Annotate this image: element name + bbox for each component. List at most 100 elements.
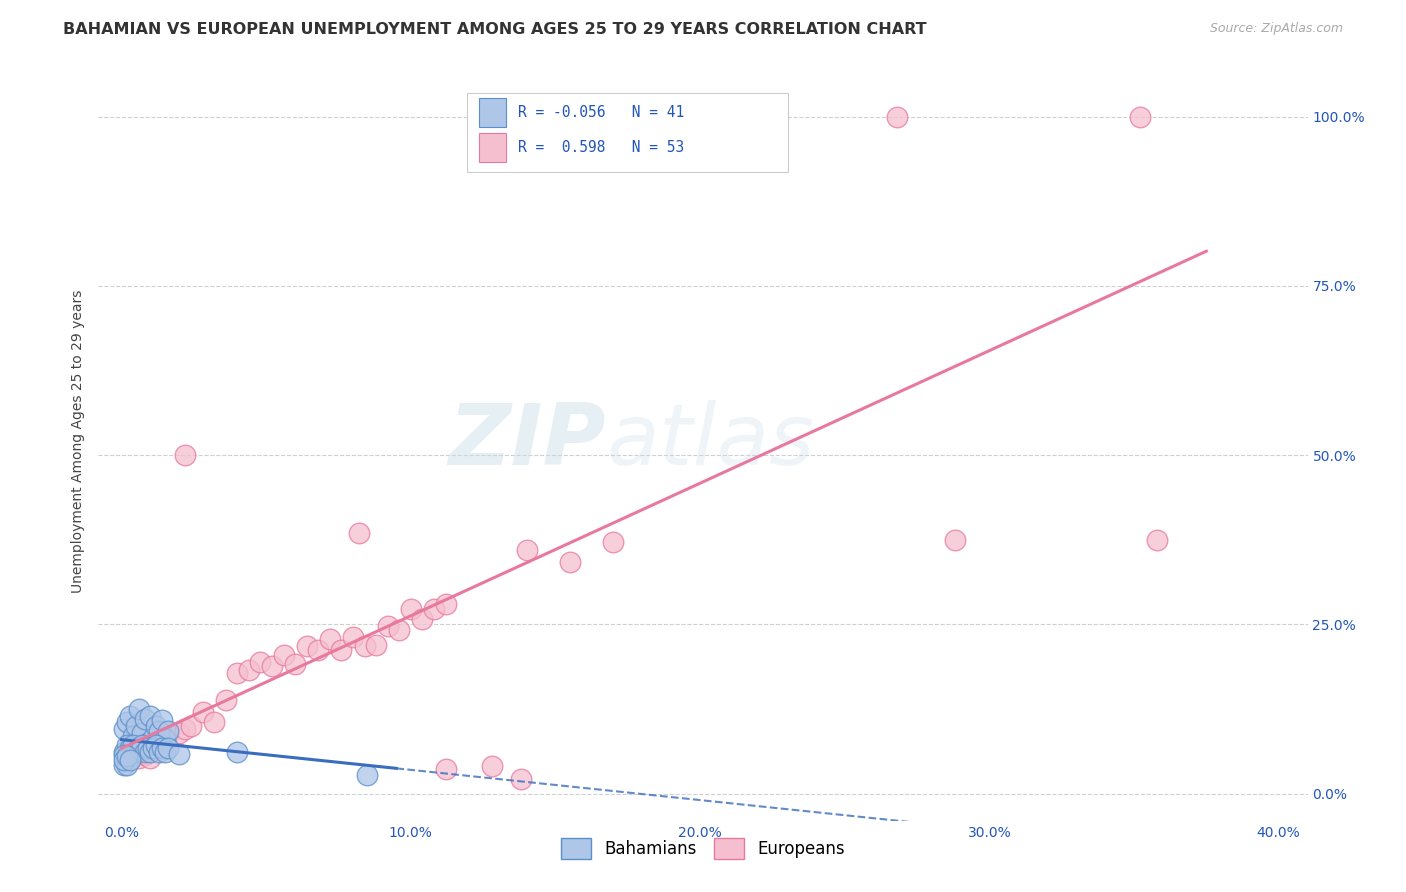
Point	[120, 753, 142, 767]
Point	[174, 448, 197, 462]
Point	[509, 772, 531, 786]
Text: BAHAMIAN VS EUROPEAN UNEMPLOYMENT AMONG AGES 25 TO 29 YEARS CORRELATION CHART: BAHAMIAN VS EUROPEAN UNEMPLOYMENT AMONG …	[63, 22, 927, 37]
Point	[125, 746, 148, 760]
Point	[136, 736, 159, 750]
Point	[284, 657, 307, 671]
Point	[153, 732, 176, 747]
Point	[139, 751, 162, 765]
Point	[1146, 533, 1168, 547]
Point	[125, 745, 148, 759]
Point	[249, 655, 271, 669]
Text: R = -0.056   N = 41: R = -0.056 N = 41	[517, 105, 685, 120]
Point	[145, 736, 167, 750]
Y-axis label: Unemployment Among Ages 25 to 29 years: Unemployment Among Ages 25 to 29 years	[72, 290, 86, 593]
Point	[515, 542, 537, 557]
Point	[260, 659, 283, 673]
Point	[117, 749, 139, 764]
Point	[399, 602, 422, 616]
Point	[136, 745, 159, 759]
Point	[114, 753, 136, 767]
Point	[117, 738, 139, 752]
Point	[128, 702, 150, 716]
Text: R =  0.598   N = 53: R = 0.598 N = 53	[517, 140, 685, 155]
Point	[114, 747, 136, 762]
Point	[120, 741, 142, 756]
Point	[434, 762, 457, 776]
Point	[1129, 110, 1152, 124]
Point	[886, 110, 908, 124]
Point	[319, 632, 342, 647]
Point	[169, 725, 191, 739]
Point	[134, 712, 156, 726]
Text: atlas: atlas	[606, 400, 814, 483]
Point	[215, 693, 238, 707]
Point	[411, 612, 433, 626]
Point	[120, 751, 142, 765]
Point	[943, 533, 966, 547]
Legend: Bahamians, Europeans: Bahamians, Europeans	[554, 831, 852, 865]
Point	[148, 732, 170, 747]
Point	[131, 738, 153, 752]
Point	[131, 740, 153, 755]
Point	[481, 759, 503, 773]
Text: ZIP: ZIP	[449, 400, 606, 483]
Point	[169, 747, 191, 762]
Point	[156, 727, 179, 741]
Point	[180, 719, 202, 733]
Point	[356, 767, 378, 781]
Point	[117, 758, 139, 772]
Point	[711, 110, 734, 124]
Point	[347, 525, 370, 540]
Point	[128, 741, 150, 756]
FancyBboxPatch shape	[479, 98, 506, 127]
Point	[122, 738, 145, 752]
Point	[131, 725, 153, 739]
Point	[142, 741, 165, 756]
Point	[150, 741, 173, 756]
Point	[330, 643, 353, 657]
FancyBboxPatch shape	[479, 133, 506, 161]
Point	[142, 731, 165, 745]
Point	[191, 706, 214, 720]
Point	[139, 745, 162, 759]
Point	[423, 602, 446, 616]
Point	[117, 747, 139, 762]
Point	[125, 719, 148, 733]
Point	[134, 747, 156, 762]
Point	[145, 719, 167, 733]
Point	[156, 741, 179, 756]
Point	[226, 745, 249, 759]
Point	[117, 715, 139, 730]
Point	[202, 715, 225, 730]
Point	[295, 639, 318, 653]
Point	[114, 723, 136, 737]
Point	[602, 534, 624, 549]
Point	[122, 729, 145, 743]
Point	[434, 597, 457, 611]
Point	[136, 741, 159, 756]
Point	[353, 639, 375, 653]
Point	[150, 739, 173, 754]
Point	[145, 738, 167, 752]
FancyBboxPatch shape	[467, 93, 787, 172]
Point	[366, 638, 388, 652]
Point	[120, 708, 142, 723]
Point	[139, 708, 162, 723]
Point	[342, 630, 364, 644]
Point	[174, 723, 197, 737]
Point	[114, 758, 136, 772]
Point	[307, 643, 329, 657]
Point	[122, 740, 145, 755]
Point	[153, 736, 176, 750]
Point	[388, 623, 411, 637]
Point	[150, 714, 173, 728]
Point	[273, 648, 295, 662]
Point	[142, 741, 165, 756]
Point	[153, 745, 176, 759]
Point	[226, 666, 249, 681]
Point	[558, 555, 581, 569]
Point	[148, 745, 170, 759]
Point	[134, 745, 156, 759]
Point	[377, 618, 399, 632]
Point	[128, 751, 150, 765]
